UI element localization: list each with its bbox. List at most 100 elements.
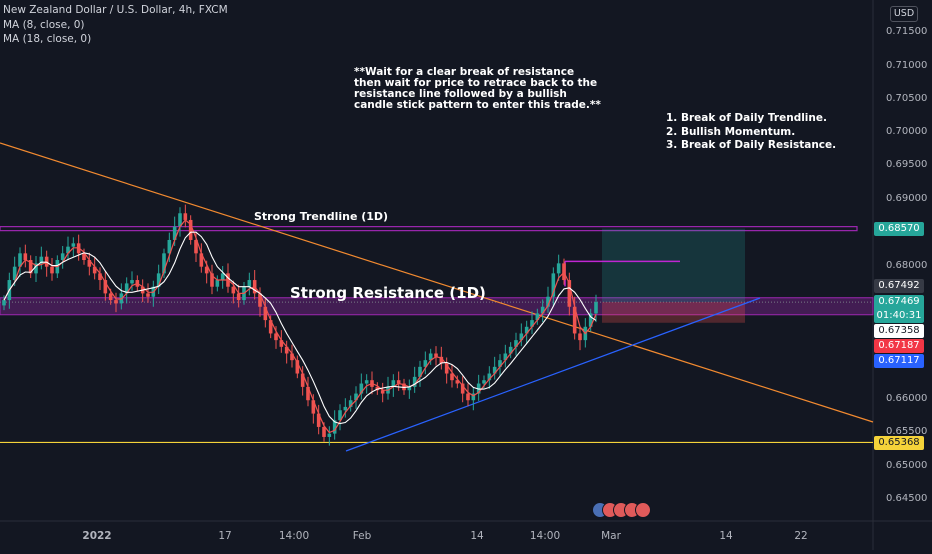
candle-body — [348, 400, 353, 407]
candle-body — [578, 333, 582, 341]
price-tag: 0.67469 01:40:31 — [874, 295, 924, 323]
price-tag-value: 0.65368 — [878, 437, 920, 448]
price-tag: 0.67187 — [874, 339, 924, 353]
candle-body — [471, 393, 476, 401]
candle-body — [444, 363, 449, 374]
candle-body — [492, 366, 497, 374]
time-tick-label: 17 — [218, 530, 232, 542]
candle-body — [274, 333, 278, 341]
candle-body — [279, 340, 284, 347]
ma8-indicator[interactable]: MA (8, close, 0) — [3, 18, 85, 31]
ma18-indicator[interactable]: MA (18, close, 0) — [3, 33, 92, 45]
candle-body — [156, 273, 161, 287]
ma8-line — [3, 219, 597, 434]
candle-body — [92, 266, 97, 274]
candle-body — [87, 260, 92, 267]
candle-body — [82, 253, 86, 261]
price-tick-label: 0.70000 — [886, 126, 928, 137]
candle-body — [423, 360, 428, 367]
candle-body — [2, 300, 6, 306]
resistance-label[interactable]: Strong Resistance (1D) — [290, 284, 486, 302]
candle-body — [71, 243, 76, 247]
price-tag-value: 0.67492 — [878, 280, 920, 291]
candle-body — [508, 346, 513, 354]
candle-body — [567, 280, 572, 307]
candle-body — [39, 256, 44, 264]
candle-body — [103, 280, 108, 294]
candle-body — [434, 353, 438, 357]
candle-body — [146, 293, 150, 297]
candle-body — [188, 219, 193, 240]
candle-body — [327, 433, 332, 437]
ma18-line — [3, 231, 597, 425]
candle-body — [124, 283, 129, 294]
strategy-note[interactable]: **Wait for a clear break of resistance t… — [354, 66, 601, 111]
event-flag-icon[interactable] — [635, 502, 651, 518]
candle-body — [220, 273, 225, 281]
candle-body — [503, 353, 508, 361]
trendline-label[interactable]: Strong Trendline (1D) — [254, 210, 389, 223]
time-tick-label: Mar — [601, 530, 621, 542]
symbol-title[interactable]: New Zealand Dollar / U.S. Dollar, 4h, FX… — [3, 4, 228, 16]
uptrend-line — [345, 297, 761, 452]
price-tick-label: 0.71500 — [886, 26, 928, 37]
candle-body — [439, 356, 444, 364]
price-tag-value: 0.67187 — [878, 340, 920, 351]
candle-body — [450, 373, 454, 381]
candle-body — [588, 313, 593, 327]
price-tick-label: 0.68000 — [886, 260, 928, 271]
candle-body — [284, 346, 289, 354]
candle-body — [210, 273, 214, 287]
candle-body — [540, 306, 545, 314]
price-tick-label: 0.65000 — [886, 460, 928, 471]
candle-body — [343, 406, 348, 411]
candle-body — [482, 380, 486, 384]
price-tick-label: 0.66000 — [886, 393, 928, 404]
time-tick-label: 14 — [719, 530, 733, 542]
candle-body — [551, 273, 556, 297]
candle-body — [167, 239, 172, 254]
candle-body — [162, 253, 166, 274]
candle-body — [263, 306, 268, 321]
price-tag: 0.67117 — [874, 354, 924, 368]
price-tick-label: 0.64500 — [886, 493, 928, 504]
candle-body — [247, 280, 252, 287]
candle-body — [34, 263, 38, 274]
candle-body — [300, 373, 305, 387]
candle-body — [60, 253, 65, 261]
candle-body — [594, 302, 598, 314]
price-tick-label: 0.65500 — [886, 426, 928, 437]
candle-body — [66, 246, 70, 254]
chart-legend: New Zealand Dollar / U.S. Dollar, 4h, FX… — [3, 3, 228, 47]
time-tick-label: 2022 — [82, 530, 112, 542]
candle-body — [98, 273, 102, 281]
candle-body — [23, 253, 28, 261]
price-tick-label: 0.70500 — [886, 93, 928, 104]
candle-body — [311, 400, 316, 414]
price-tick-label: 0.71000 — [886, 60, 928, 71]
candle-body — [418, 366, 422, 377]
candle-body — [407, 386, 412, 391]
price-tag-value: 0.67469 — [878, 296, 920, 307]
candle-body — [18, 253, 22, 267]
candle-body — [391, 380, 396, 387]
candle-body — [178, 213, 182, 227]
candle-body — [396, 380, 401, 384]
candle-body — [354, 393, 358, 401]
candle-body — [231, 286, 236, 294]
position-loss-zone — [602, 302, 745, 323]
candle-body — [359, 383, 364, 394]
candle-body — [556, 263, 561, 274]
time-tick-label: 14 — [470, 530, 484, 542]
candle-body — [498, 360, 502, 367]
candle-body — [466, 393, 470, 401]
price-tag-value: 0.67117 — [878, 355, 920, 366]
candle-body — [130, 280, 134, 284]
currency-button[interactable]: USD — [890, 6, 918, 22]
checklist-note[interactable]: 1. Break of Daily Trendline. 2. Bullish … — [666, 112, 837, 151]
time-tick-label: Feb — [352, 530, 372, 542]
candle-body — [380, 390, 385, 394]
candle-body — [172, 226, 177, 240]
